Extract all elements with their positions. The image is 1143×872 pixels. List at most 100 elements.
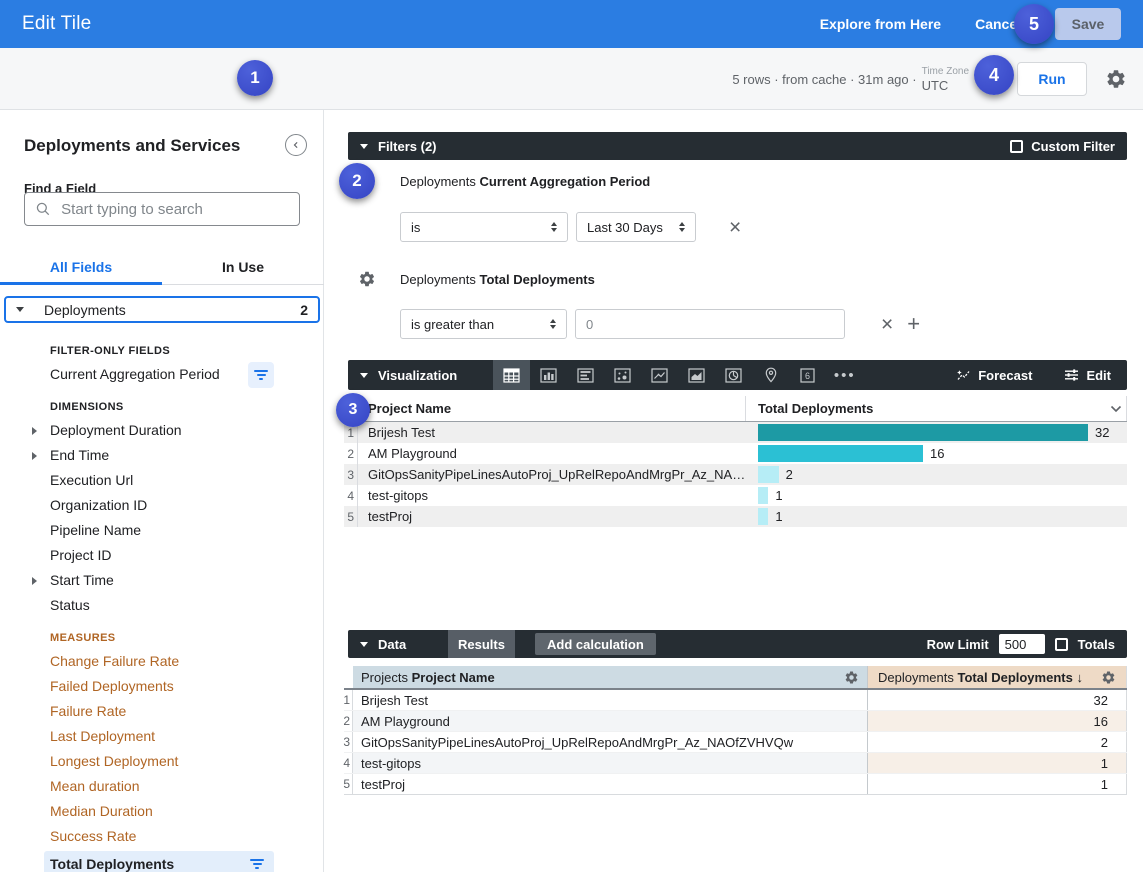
- bar-chart-icon[interactable]: [567, 360, 604, 390]
- query-status-area: 5 rows · from cache · 31m ago · Time Zon…: [732, 48, 1127, 110]
- table-chart-icon[interactable]: [493, 360, 531, 390]
- viz-table-row[interactable]: 5 testProj 1: [344, 506, 1127, 527]
- viz-table-row[interactable]: 2 AM Playground 16: [344, 443, 1127, 464]
- more-chart-types-icon[interactable]: •••: [833, 366, 856, 384]
- collapse-data-icon[interactable]: [360, 641, 368, 647]
- timezone-display[interactable]: Time Zone UTC: [922, 66, 969, 93]
- field-end-time[interactable]: End Time: [0, 443, 324, 468]
- bar-value-label: 16: [930, 446, 945, 461]
- results-row[interactable]: 2 AM Playground 16: [343, 711, 1127, 732]
- filter-active-icon[interactable]: [244, 851, 270, 872]
- results-row[interactable]: 4 test-gitops 1: [343, 753, 1127, 774]
- search-icon: [36, 202, 50, 216]
- project-name-cell: test-gitops: [353, 753, 868, 773]
- project-name-cell: GitOpsSanityPipeLinesAutoProj_UpRelRepoA…: [353, 732, 868, 752]
- field-search-box[interactable]: [24, 192, 300, 226]
- results-row[interactable]: 3 GitOpsSanityPipeLinesAutoProj_UpRelRep…: [343, 732, 1127, 753]
- field-label: Start Time: [50, 572, 114, 588]
- tab-all-fields[interactable]: All Fields: [0, 250, 162, 285]
- totals-checkbox[interactable]: [1054, 637, 1068, 651]
- filter-operator-select[interactable]: is greater than: [400, 309, 567, 339]
- line-chart-icon[interactable]: [641, 360, 678, 390]
- row-limit-input[interactable]: [998, 634, 1045, 654]
- field-change-failure-rate[interactable]: Change Failure Rate: [0, 649, 324, 674]
- add-calculation-button[interactable]: Add calculation: [535, 633, 656, 655]
- field-longest-deployment[interactable]: Longest Deployment: [0, 749, 324, 774]
- filter-settings-gear-icon[interactable]: [358, 270, 376, 288]
- field-current-aggregation-period[interactable]: Current Aggregation Period: [0, 362, 324, 388]
- collapse-filters-icon[interactable]: [360, 143, 368, 149]
- remove-filter-icon[interactable]: ×: [729, 215, 742, 239]
- field-last-deployment[interactable]: Last Deployment: [0, 724, 324, 749]
- filter-value-select[interactable]: Last 30 Days: [576, 212, 696, 242]
- explore-from-here-link[interactable]: Explore from Here: [819, 16, 942, 32]
- viz-table-body: 1 Brijesh Test 32 2 AM Playground 16 3 G…: [344, 422, 1127, 527]
- results-tab[interactable]: Results: [448, 630, 515, 658]
- field-mean-duration[interactable]: Mean duration: [0, 774, 324, 799]
- forecast-icon: [957, 370, 970, 380]
- field-picker-sidebar: Deployments and Services Find a Field Al…: [0, 110, 324, 872]
- total-deployments-cell: 1: [868, 774, 1127, 794]
- filter-value-input[interactable]: [575, 309, 845, 339]
- expand-icon[interactable]: [32, 427, 37, 435]
- viz-col-project-name[interactable]: Project Name: [358, 396, 746, 421]
- column-chart-icon[interactable]: [530, 360, 567, 390]
- edit-visualization-button[interactable]: Edit: [1064, 368, 1111, 383]
- field-label: Pipeline Name: [50, 522, 142, 538]
- field-execution-url[interactable]: Execution Url: [0, 468, 324, 493]
- remove-filter-icon[interactable]: ×: [881, 312, 894, 336]
- save-button[interactable]: Save: [1055, 8, 1121, 40]
- custom-filter-checkbox[interactable]: [1010, 139, 1024, 153]
- field-start-time[interactable]: Start Time: [0, 568, 324, 593]
- field-failed-deployments[interactable]: Failed Deployments: [0, 674, 324, 699]
- field-success-rate[interactable]: Success Rate: [0, 824, 324, 849]
- row-limit-label: Row Limit: [926, 636, 989, 652]
- viz-table-row[interactable]: 3 GitOpsSanityPipeLinesAutoProj_UpRelRep…: [344, 464, 1127, 485]
- sort-descending-icon[interactable]: ↓: [1076, 669, 1083, 685]
- cancel-button[interactable]: Cancel: [975, 16, 1021, 32]
- field-pipeline-name[interactable]: Pipeline Name: [0, 518, 324, 543]
- results-col-project-name[interactable]: Projects Project Name: [353, 666, 868, 688]
- expand-icon[interactable]: [32, 577, 37, 585]
- visualization-table: Project Name Total Deployments 1 Brijesh…: [344, 396, 1127, 527]
- scatter-plot-icon[interactable]: [604, 360, 641, 390]
- run-button[interactable]: Run: [1017, 62, 1087, 96]
- column-menu-chevron-icon[interactable]: [1105, 396, 1127, 421]
- explore-name-heading: Deployments and Services: [24, 136, 241, 155]
- results-col-total-deployments[interactable]: Deployments Total Deployments ↓: [868, 666, 1127, 688]
- expand-icon[interactable]: [32, 452, 37, 460]
- viz-table-row[interactable]: 1 Brijesh Test 32: [344, 422, 1127, 443]
- field-deployment-duration[interactable]: Deployment Duration: [0, 418, 324, 443]
- field-organization-id[interactable]: Organization ID: [0, 493, 324, 518]
- tree-root-deployments[interactable]: Deployments 2: [4, 296, 320, 323]
- map-icon[interactable]: [752, 360, 789, 390]
- viz-table-row[interactable]: 4 test-gitops 1: [344, 485, 1127, 506]
- custom-filter-toggle[interactable]: Custom Filter: [1010, 139, 1115, 154]
- collapse-visualization-icon[interactable]: [360, 372, 368, 378]
- results-row[interactable]: 1 Brijesh Test 32: [343, 690, 1127, 711]
- single-value-icon[interactable]: 6: [789, 360, 826, 390]
- field-search-input[interactable]: [61, 200, 289, 218]
- total-deployments-cell: 1: [868, 753, 1127, 773]
- tab-in-use[interactable]: In Use: [221, 259, 264, 275]
- results-row[interactable]: 5 testProj 1: [343, 774, 1127, 795]
- filter-operator-select[interactable]: is: [400, 212, 568, 242]
- field-failure-rate[interactable]: Failure Rate: [0, 699, 324, 724]
- filter-active-icon[interactable]: [248, 362, 274, 388]
- field-project-id[interactable]: Project ID: [0, 543, 324, 568]
- viz-col-total-deployments[interactable]: Total Deployments: [758, 401, 874, 416]
- column-gear-icon[interactable]: [1101, 670, 1116, 685]
- field-label: Success Rate: [50, 828, 137, 844]
- forecast-button[interactable]: Forecast: [956, 368, 1032, 383]
- annotation-badge-5: 5: [1014, 4, 1054, 44]
- field-total-deployments-selected[interactable]: Total Deployments: [44, 851, 274, 872]
- value-bar: [758, 424, 1088, 441]
- add-filter-icon[interactable]: +: [907, 311, 921, 336]
- field-status[interactable]: Status: [0, 593, 324, 618]
- query-settings-gear-icon[interactable]: [1105, 68, 1127, 90]
- pie-chart-icon[interactable]: [715, 360, 752, 390]
- field-median-duration[interactable]: Median Duration: [0, 799, 324, 824]
- collapse-sidebar-button[interactable]: [285, 134, 307, 156]
- area-chart-icon[interactable]: [678, 360, 715, 390]
- column-gear-icon[interactable]: [844, 670, 859, 685]
